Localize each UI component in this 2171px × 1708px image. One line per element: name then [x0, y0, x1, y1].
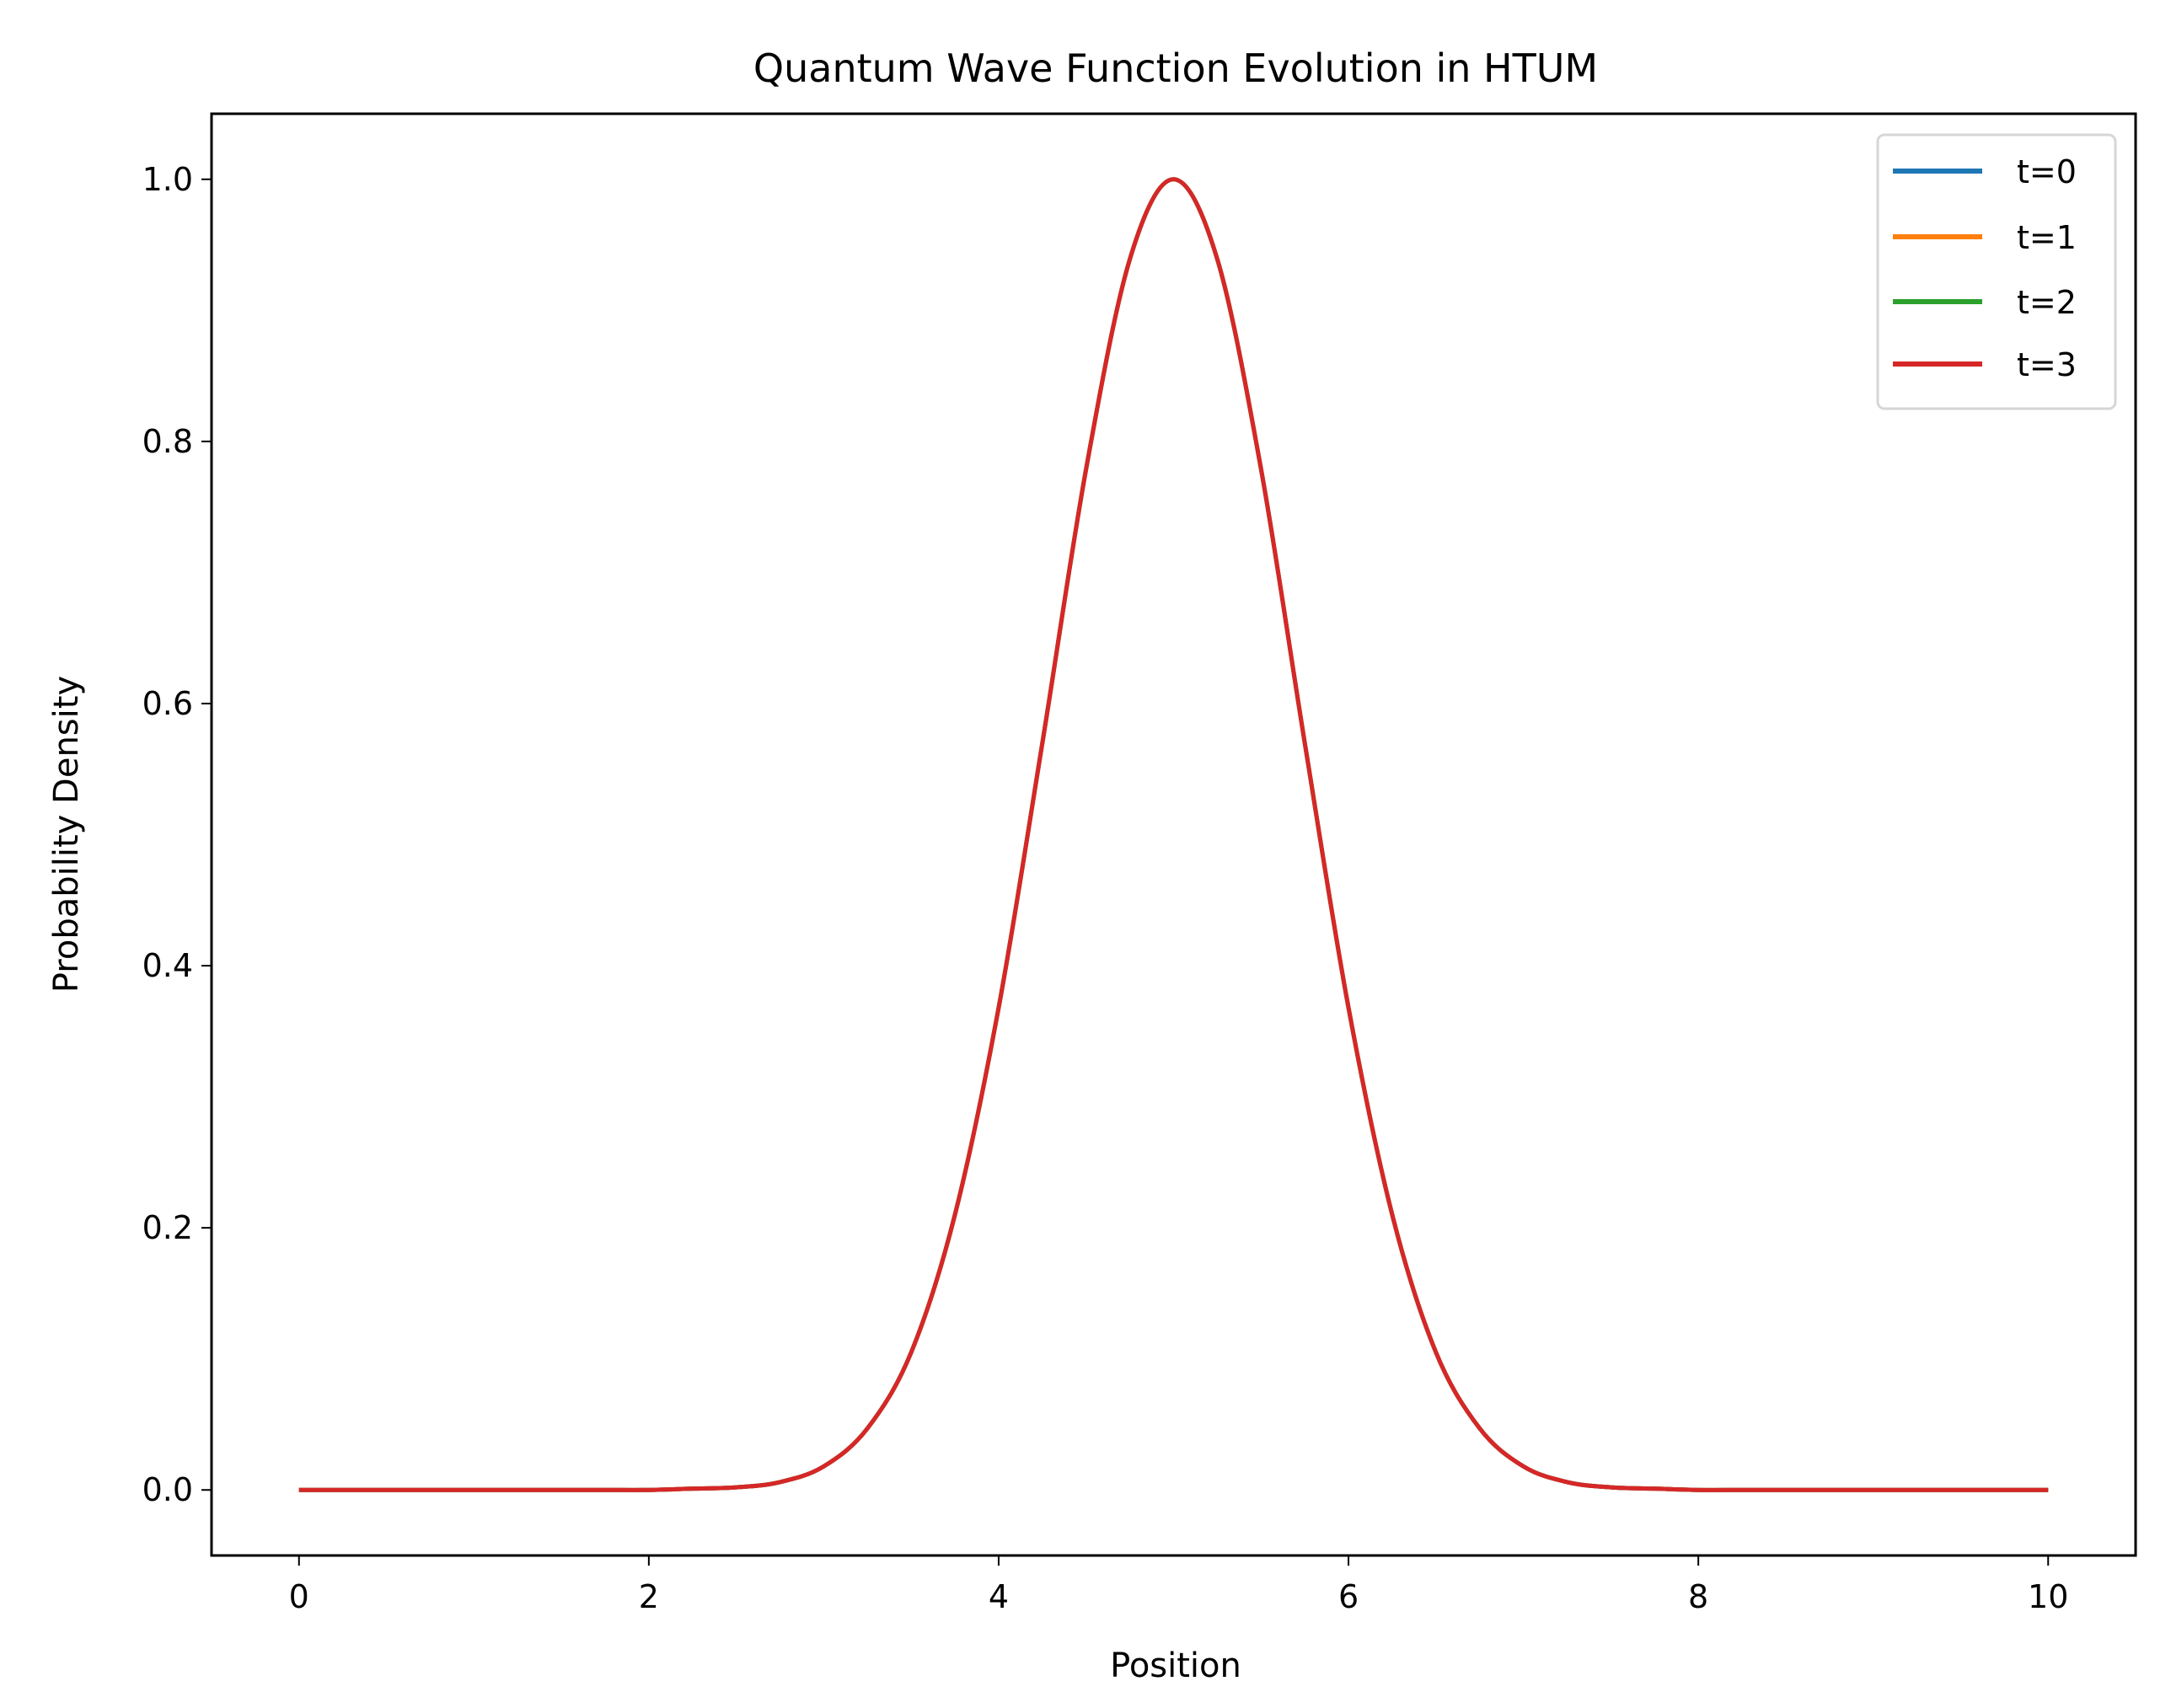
axes-frame: [210, 112, 2137, 1557]
chart-title: Quantum Wave Function Evolution in HTUM: [753, 46, 1598, 91]
legend-label: t=2: [2017, 284, 2077, 321]
legend-label: t=3: [2017, 346, 2077, 383]
series-line-t=1: [298, 177, 2049, 1492]
series-line-t=2: [298, 177, 2049, 1492]
y-tick-label: 0.2: [142, 1209, 193, 1246]
x-axis-label: Position: [1110, 1646, 1241, 1685]
y-tick-label: 0.8: [142, 423, 193, 460]
x-tick-label: 0: [289, 1578, 309, 1615]
plot-area: [298, 177, 2049, 1492]
series-line-t=3: [298, 177, 2049, 1492]
legend-label: t=0: [2017, 153, 2077, 190]
legend: t=0 t=1 t=2 t=3: [1876, 133, 2117, 410]
x-tick-label: 6: [1338, 1578, 1359, 1615]
x-axis: 0 2 4 6 8 10: [289, 1555, 2068, 1615]
y-axis: 0.0 0.2 0.4 0.6 0.8 1.0: [142, 161, 212, 1508]
legend-label: t=1: [2017, 219, 2077, 256]
series-line-t=0: [298, 177, 2049, 1492]
y-tick-label: 1.0: [142, 161, 193, 198]
x-tick-label: 2: [639, 1578, 659, 1615]
x-tick-label: 8: [1688, 1578, 1708, 1615]
y-tick-label: 0.4: [142, 947, 193, 984]
y-tick-label: 0.6: [142, 685, 193, 722]
y-tick-label: 0.0: [142, 1471, 193, 1508]
x-tick-label: 10: [2028, 1578, 2068, 1615]
legend-frame: [1876, 133, 2117, 410]
y-axis-label: Probability Density: [47, 676, 86, 993]
x-tick-label: 4: [989, 1578, 1009, 1615]
